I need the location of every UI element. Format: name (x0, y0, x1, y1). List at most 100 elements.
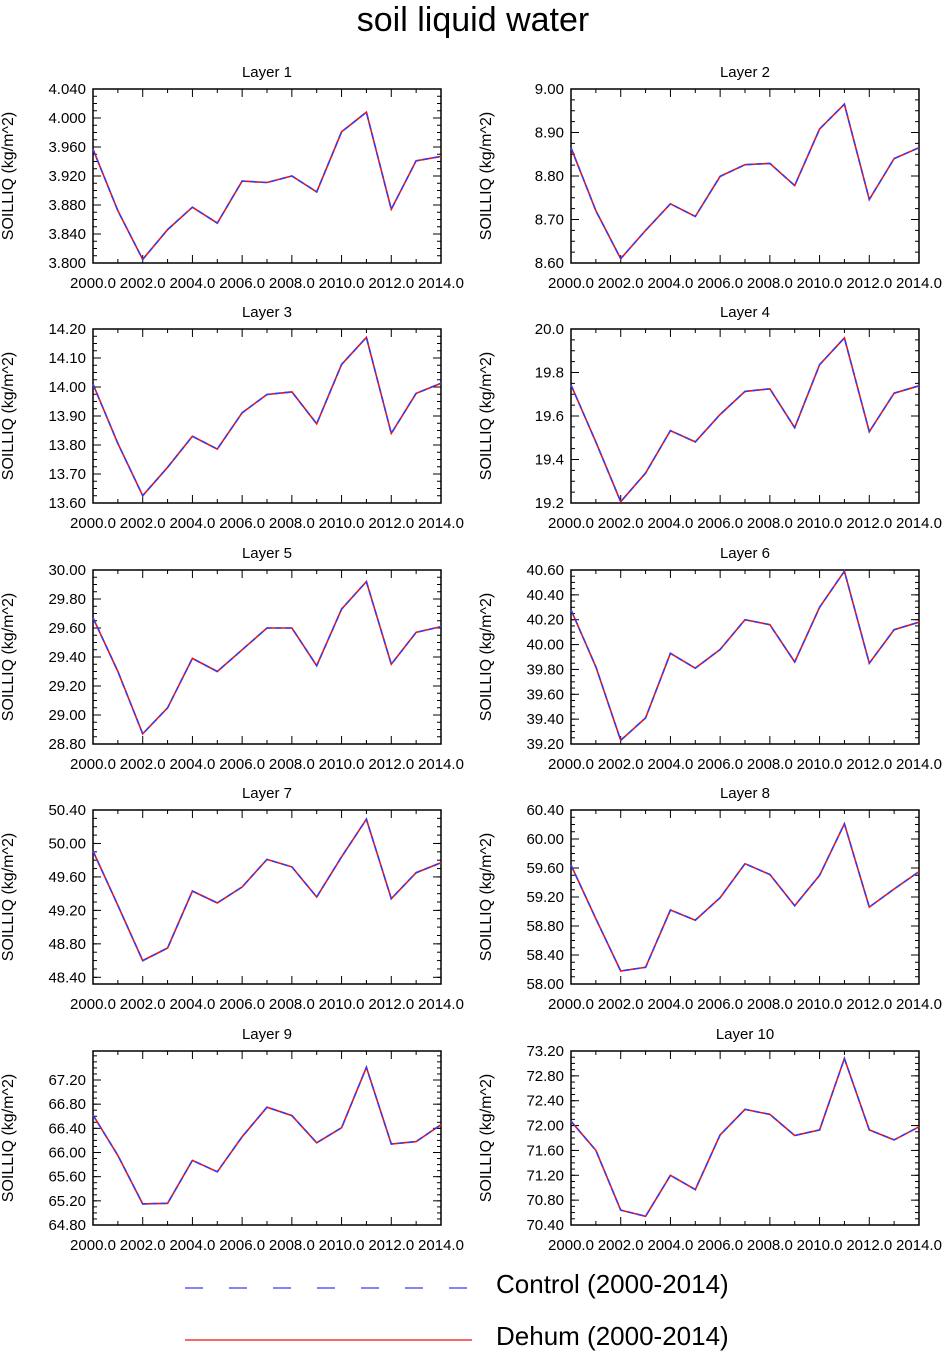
x-tick-label: 2010.0 (797, 756, 843, 773)
y-tick-label: 58.80 (526, 918, 564, 935)
panel-title: Layer 9 (242, 1026, 292, 1043)
y-tick-label: 8.60 (535, 255, 564, 272)
x-tick-label: 2000.0 (548, 515, 594, 532)
y-axis-label: SOILLIQ (kg/m^2) (478, 593, 495, 721)
x-tick-label: 2000.0 (70, 515, 116, 532)
y-tick-label: 3.840 (48, 226, 86, 243)
y-tick-label: 14.20 (48, 321, 86, 338)
x-tick-label: 2002.0 (598, 756, 644, 773)
plot-frame (92, 88, 442, 264)
x-tick-label: 2002.0 (598, 515, 644, 532)
plot-frame (570, 1050, 920, 1226)
y-tick-label: 58.40 (526, 947, 564, 964)
x-tick-label: 2014.0 (896, 1237, 942, 1254)
x-tick-label: 2010.0 (797, 515, 843, 532)
x-tick-label: 2000.0 (548, 756, 594, 773)
y-axis-label: SOILLIQ (kg/m^2) (0, 593, 17, 721)
x-tick-label: 2012.0 (846, 996, 892, 1013)
x-tick-label: 2006.0 (219, 1237, 265, 1254)
series-line-control (92, 335, 442, 498)
y-axis-label: SOILLIQ (kg/m^2) (478, 352, 495, 480)
y-axis-label: SOILLIQ (kg/m^2) (0, 352, 17, 480)
panel-title: Layer 7 (242, 785, 292, 802)
panel-title: Layer 6 (720, 545, 770, 562)
x-tick-label: 2002.0 (120, 275, 166, 292)
panel-title: Layer 5 (242, 545, 292, 562)
x-tick-label: 2000.0 (548, 996, 594, 1013)
x-tick-label: 2004.0 (647, 515, 693, 532)
x-tick-label: 2004.0 (169, 275, 215, 292)
x-tick-label: 2006.0 (697, 275, 743, 292)
y-tick-label: 19.4 (535, 452, 564, 469)
legend-label-control: Control (2000-2014) (496, 1269, 729, 1299)
x-tick-label: 2006.0 (219, 996, 265, 1013)
panel-title: Layer 10 (716, 1026, 774, 1043)
y-tick-label: 4.040 (48, 81, 86, 98)
chart-panel-1: Layer 1 SOILLIQ (kg/m^2) 2000.0 2002.0 2004.… (0, 64, 464, 292)
x-tick-label: 2008.0 (269, 275, 315, 292)
series-line-control (92, 110, 442, 261)
x-tick-label: 2006.0 (697, 1237, 743, 1254)
x-tick-label: 2014.0 (896, 756, 942, 773)
y-tick-label: 40.60 (526, 562, 564, 579)
x-tick-label: 2010.0 (319, 1237, 365, 1254)
x-tick-label: 2010.0 (797, 1237, 843, 1254)
y-tick-label: 4.000 (48, 110, 86, 127)
legend-label-dehum: Dehum (2000-2014) (496, 1321, 729, 1351)
y-tick-label: 19.6 (535, 408, 564, 425)
series-line-control (570, 569, 920, 742)
series-line-control (92, 817, 442, 962)
x-tick-label: 2012.0 (846, 1237, 892, 1254)
series-line-control (92, 1064, 442, 1205)
y-tick-label: 14.10 (48, 350, 86, 367)
y-tick-label: 39.60 (526, 686, 564, 703)
y-tick-label: 13.60 (48, 495, 86, 512)
x-tick-label: 2010.0 (319, 756, 365, 773)
y-tick-label: 39.20 (526, 736, 564, 753)
x-tick-label: 2002.0 (598, 996, 644, 1013)
x-tick-label: 2006.0 (219, 756, 265, 773)
series-line-dehum (92, 110, 442, 261)
x-tick-label: 2014.0 (418, 515, 464, 532)
y-tick-label: 9.00 (535, 81, 564, 98)
x-tick-label: 2010.0 (319, 515, 365, 532)
x-tick-label: 2014.0 (896, 275, 942, 292)
x-tick-label: 2010.0 (319, 996, 365, 1013)
x-tick-label: 2008.0 (747, 996, 793, 1013)
y-axis-label: SOILLIQ (kg/m^2) (0, 1074, 17, 1202)
y-tick-label: 50.00 (48, 835, 86, 852)
y-tick-label: 49.60 (48, 869, 86, 886)
y-tick-label: 8.80 (535, 168, 564, 185)
y-tick-label: 73.20 (526, 1043, 564, 1060)
x-tick-label: 2000.0 (70, 996, 116, 1013)
panel-title: Layer 8 (720, 785, 770, 802)
x-tick-label: 2012.0 (846, 275, 892, 292)
y-tick-label: 40.40 (526, 587, 564, 604)
y-axis-label: SOILLIQ (kg/m^2) (478, 112, 495, 240)
y-axis-label: SOILLIQ (kg/m^2) (478, 833, 495, 961)
panel-title: Layer 3 (242, 304, 292, 321)
y-tick-label: 58.00 (526, 976, 564, 993)
y-tick-label: 59.20 (526, 889, 564, 906)
x-tick-label: 2012.0 (368, 1237, 414, 1254)
y-tick-label: 49.20 (48, 902, 86, 919)
y-tick-label: 72.00 (526, 1118, 564, 1135)
x-tick-label: 2008.0 (747, 515, 793, 532)
x-tick-label: 2004.0 (647, 996, 693, 1013)
x-tick-label: 2010.0 (797, 275, 843, 292)
y-tick-label: 39.80 (526, 661, 564, 678)
y-tick-label: 70.80 (526, 1192, 564, 1209)
series-line-dehum (92, 580, 442, 736)
x-tick-label: 2014.0 (418, 756, 464, 773)
series-line-dehum (570, 1056, 920, 1218)
y-axis-label: SOILLIQ (kg/m^2) (0, 112, 17, 240)
y-tick-label: 65.20 (48, 1193, 86, 1210)
x-tick-label: 2006.0 (697, 515, 743, 532)
x-tick-label: 2002.0 (120, 515, 166, 532)
y-tick-label: 71.20 (526, 1167, 564, 1184)
x-tick-label: 2002.0 (120, 756, 166, 773)
y-tick-label: 29.20 (48, 678, 86, 695)
x-tick-label: 2004.0 (647, 756, 693, 773)
panel-title: Layer 1 (242, 64, 292, 81)
x-tick-label: 2008.0 (747, 275, 793, 292)
